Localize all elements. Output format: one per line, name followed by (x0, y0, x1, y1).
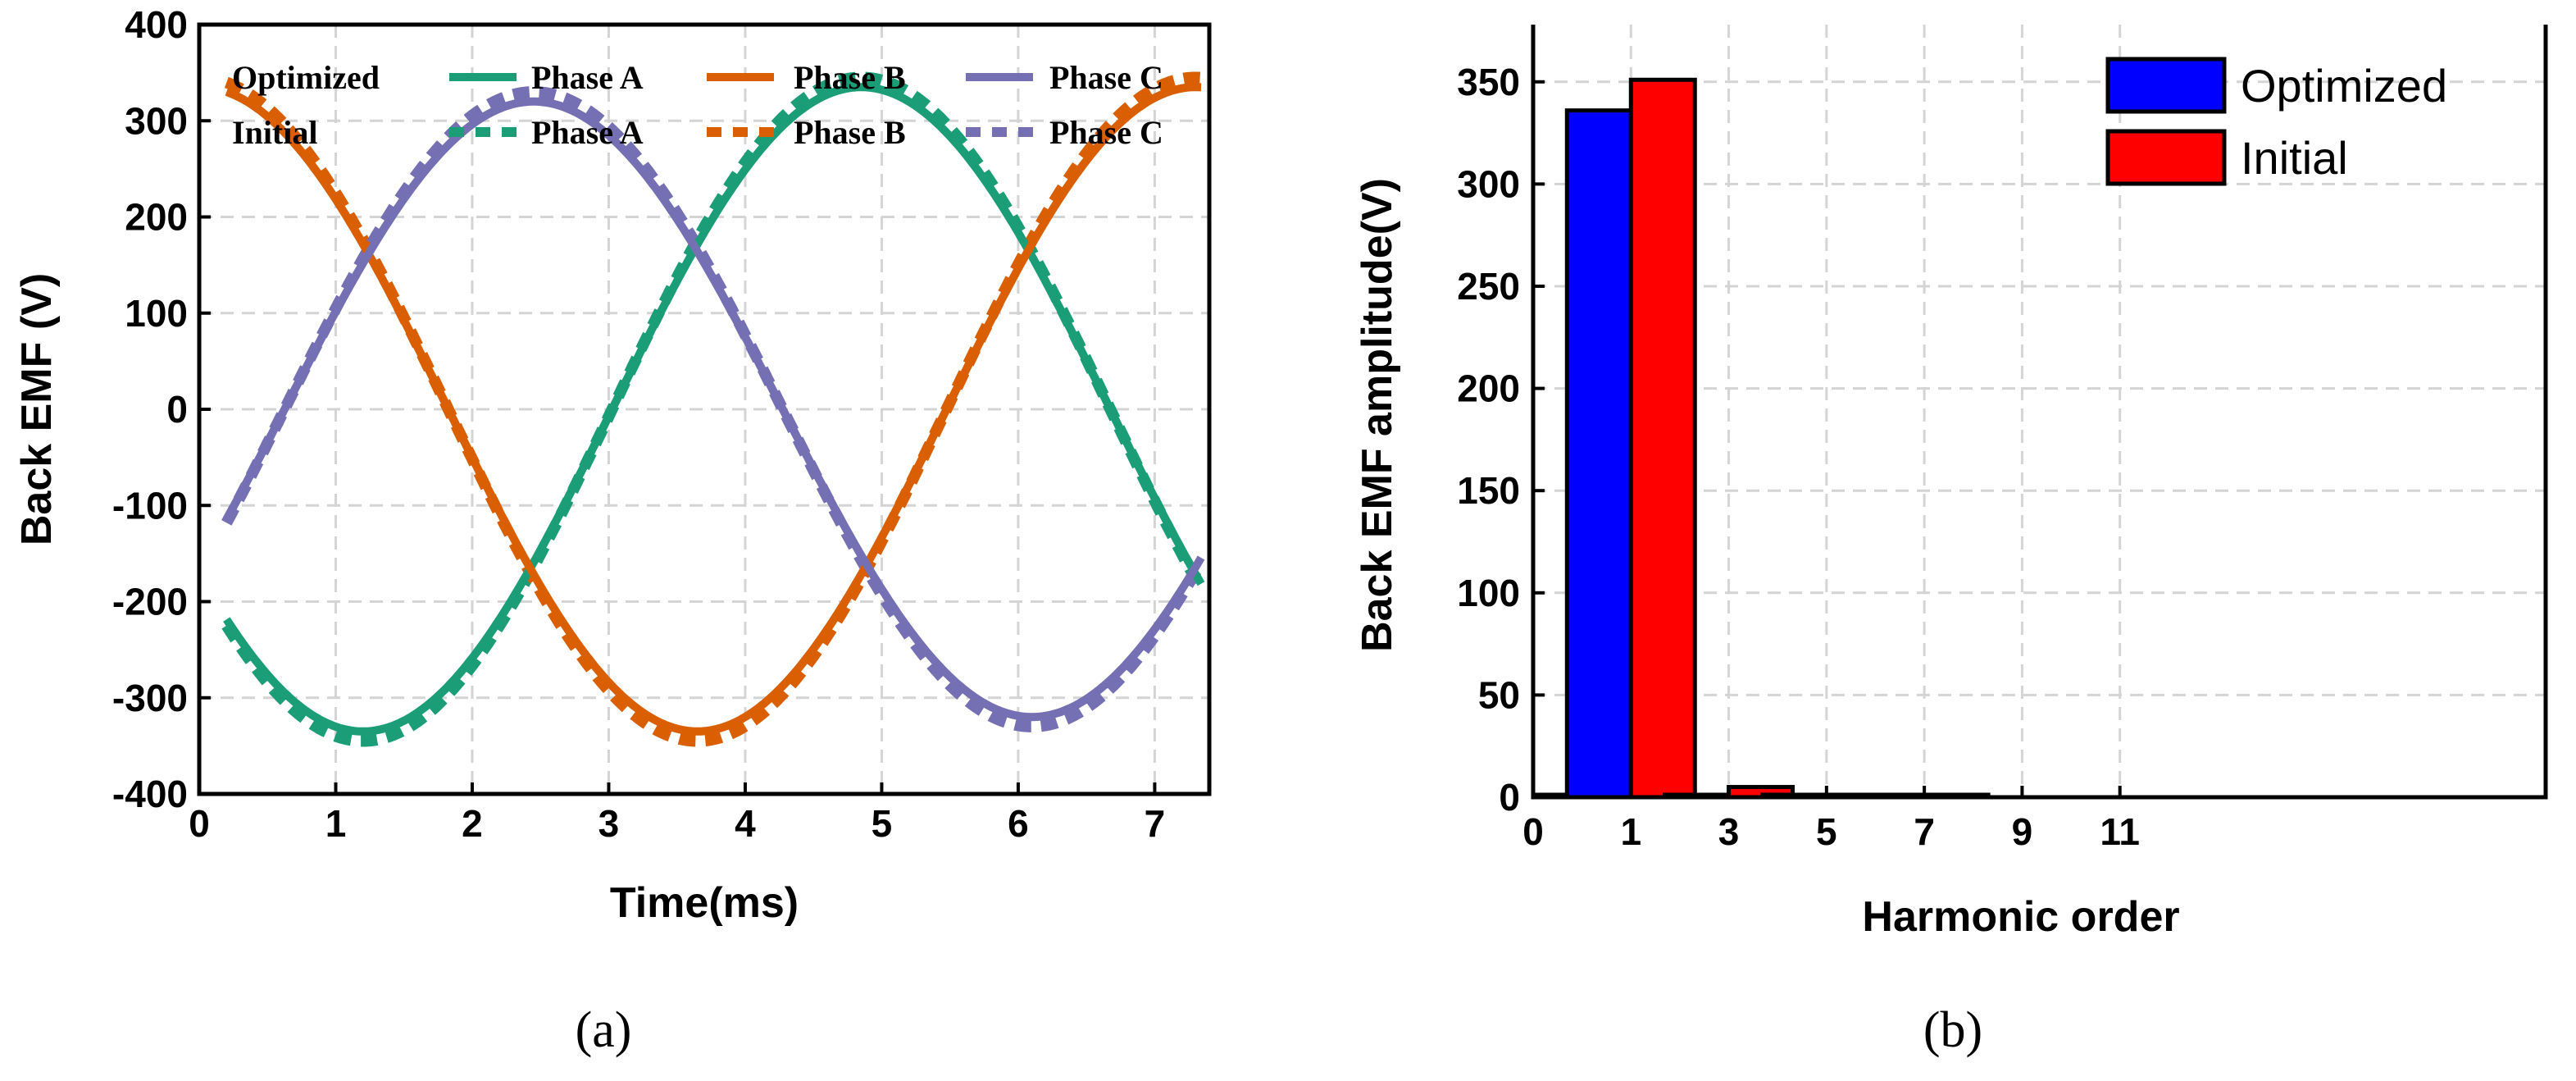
panel-a-line-chart: 0 1 2 3 4 5 6 7 -400 -300 -200 -100 0 100 200 300 400 Op… (13, 3, 1212, 1058)
legend-swatch-optimized (2105, 57, 2227, 114)
legend-samples (449, 73, 1033, 137)
panel-a-series (221, 71, 1207, 747)
panel-a-y-axis-title: Back EMF (V) (13, 273, 61, 545)
y-tick-label: 300 (1457, 162, 1520, 205)
panel-b-y-axis-title: Back EMF amplitude(V) (1354, 178, 1401, 652)
panel-b-bar-chart: 0 1 3 5 7 9 11 0 50 100 150 200 250 300 350 Optimized … (1354, 25, 2548, 1058)
legend-row-label-initial: Initial (232, 114, 317, 151)
series-line-phase-c-optimized (222, 97, 1205, 722)
series-line-phase-b-optimized (225, 83, 1203, 736)
y-tick-label: 50 (1478, 673, 1520, 716)
y-tick-label: -300 (112, 677, 188, 719)
y-tick-label: -400 (112, 773, 188, 815)
x-tick-label: 1 (1620, 810, 1641, 853)
y-tick-label: -200 (112, 581, 188, 623)
y-tick-label: 350 (1457, 61, 1520, 103)
y-tick-label: 250 (1457, 265, 1520, 308)
x-tick-label: 3 (1718, 810, 1740, 853)
bar-optimized-h1 (1564, 108, 1633, 800)
x-tick-label: 2 (462, 802, 483, 845)
x-tick-label: 3 (598, 802, 620, 845)
y-tick-label: 400 (125, 3, 188, 46)
x-tick-label: 1 (325, 802, 347, 845)
x-tick-label: 5 (872, 802, 893, 845)
x-tick-label: 0 (189, 802, 210, 845)
x-tick-label: 7 (1145, 802, 1166, 845)
legend-phase-a-optimized: Phase A (531, 59, 644, 96)
legend-swatch-initial (2105, 129, 2227, 186)
y-tick-label: 100 (125, 292, 188, 335)
y-tick-label: 300 (125, 99, 188, 142)
y-tick-label: 150 (1457, 469, 1520, 512)
series-line-phase-a-optimized (223, 83, 1205, 736)
panel-b-ticks: 0 1 3 5 7 9 11 0 50 100 150 200 250 300 350 (1457, 61, 2140, 853)
legend-row-label-optimized: Optimized (232, 59, 380, 96)
x-tick-label: 7 (1914, 810, 1935, 853)
x-tick-label: 9 (2012, 810, 2033, 853)
x-tick-label: 11 (2100, 810, 2140, 853)
legend-phase-c-optimized: Phase C (1049, 59, 1163, 96)
panel-b-caption: (b) (1923, 1002, 1982, 1058)
panel-b-legend: Optimized Initial (2105, 57, 2447, 186)
panel-b-frame (1531, 25, 2548, 800)
panel-b-bars (1533, 77, 1991, 800)
y-tick-label: 100 (1457, 572, 1520, 614)
y-tick-label: 200 (1457, 367, 1520, 410)
y-tick-label: 0 (166, 388, 188, 431)
legend-phase-b-initial: Phase B (794, 114, 906, 151)
panel-a-ticks: 0 1 2 3 4 5 6 7 -400 -300 -200 -100 0 100 200 300 400 (112, 3, 1165, 845)
legend-phase-c-initial: Phase C (1049, 114, 1163, 151)
panel-a-x-axis-title: Time(ms) (610, 879, 799, 927)
y-tick-label: -100 (112, 484, 188, 527)
y-tick-label: 200 (125, 196, 188, 239)
panel-a-legend: Optimized Initial Phase A Phase B Phase … (232, 59, 1163, 151)
x-tick-label: 0 (1522, 810, 1544, 853)
x-tick-label: 4 (735, 802, 756, 845)
x-tick-label: 6 (1008, 802, 1029, 845)
legend-label-optimized: Optimized (2241, 60, 2447, 112)
panel-a-caption: (a) (576, 1002, 632, 1058)
legend-phase-a-initial: Phase A (531, 114, 644, 151)
y-tick-label: 0 (1499, 776, 1520, 819)
x-tick-label: 5 (1816, 810, 1837, 853)
bar-initial-h1 (1628, 77, 1697, 800)
panel-b-x-axis-title: Harmonic order (1862, 893, 2179, 941)
legend-phase-b-optimized: Phase B (794, 59, 906, 96)
legend-label-initial: Initial (2241, 132, 2348, 184)
